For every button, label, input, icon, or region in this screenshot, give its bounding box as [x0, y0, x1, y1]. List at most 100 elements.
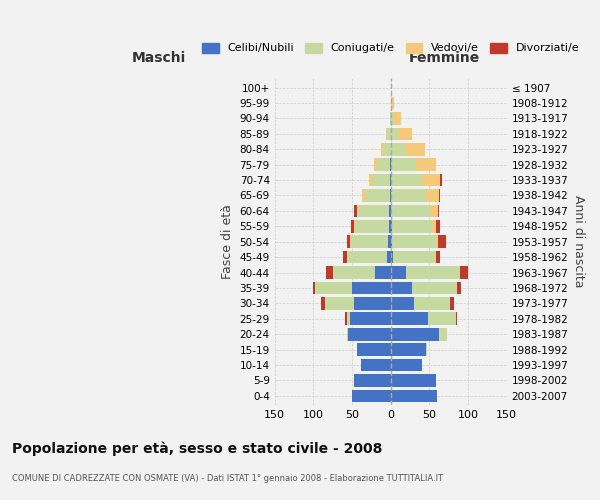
Bar — [390, 189, 391, 202]
Bar — [389, 220, 391, 232]
Bar — [391, 96, 394, 110]
Bar — [345, 312, 347, 325]
Bar — [391, 220, 392, 232]
Bar — [348, 328, 391, 340]
Bar — [358, 204, 389, 217]
Bar — [353, 297, 391, 310]
Bar — [347, 328, 348, 340]
Bar — [391, 204, 430, 217]
Bar — [315, 282, 352, 294]
Bar — [343, 251, 347, 264]
Bar — [440, 174, 442, 186]
Bar — [347, 236, 350, 248]
Bar — [355, 220, 389, 232]
Bar — [372, 174, 390, 186]
Bar — [391, 251, 393, 264]
Text: Maschi: Maschi — [131, 52, 186, 66]
Bar — [414, 297, 450, 310]
Y-axis label: Fasce di età: Fasce di età — [221, 204, 234, 279]
Bar — [389, 204, 391, 217]
Bar — [390, 112, 391, 124]
Bar — [439, 328, 447, 340]
Bar — [332, 266, 375, 279]
Bar — [391, 174, 422, 186]
Y-axis label: Anni di nascita: Anni di nascita — [572, 196, 585, 288]
Bar — [391, 158, 416, 171]
Bar — [391, 282, 412, 294]
Bar — [426, 344, 427, 356]
Bar — [416, 158, 436, 171]
Bar — [391, 266, 406, 279]
Text: Popolazione per età, sesso e stato civile - 2008: Popolazione per età, sesso e stato civil… — [12, 441, 382, 456]
Bar — [355, 204, 356, 217]
Bar — [450, 297, 454, 310]
Bar — [398, 128, 412, 140]
Bar — [391, 143, 406, 156]
Bar — [406, 143, 425, 156]
Bar — [391, 374, 436, 387]
Bar — [391, 358, 422, 372]
Text: COMUNE DI CADREZZATE CON OSMATE (VA) - Dati ISTAT 1° gennaio 2008 - Elaborazione: COMUNE DI CADREZZATE CON OSMATE (VA) - D… — [12, 474, 443, 483]
Bar — [350, 312, 391, 325]
Bar — [438, 236, 446, 248]
Bar — [394, 112, 401, 124]
Bar — [391, 189, 426, 202]
Bar — [388, 236, 391, 248]
Bar — [383, 143, 391, 156]
Bar — [436, 236, 438, 248]
Bar — [433, 220, 436, 232]
Bar — [387, 128, 391, 140]
Bar — [347, 312, 350, 325]
Bar — [439, 189, 440, 202]
Bar — [438, 204, 439, 217]
Bar — [436, 220, 440, 232]
Text: Femmine: Femmine — [409, 52, 479, 66]
Bar — [391, 236, 392, 248]
Bar — [347, 251, 387, 264]
Bar — [460, 266, 468, 279]
Bar — [390, 158, 391, 171]
Bar — [353, 374, 391, 387]
Bar — [326, 266, 332, 279]
Bar — [361, 358, 391, 372]
Bar — [313, 282, 315, 294]
Bar — [391, 390, 437, 402]
Bar — [391, 328, 439, 340]
Bar — [352, 282, 391, 294]
Bar — [386, 128, 387, 140]
Bar — [382, 143, 383, 156]
Bar — [412, 282, 457, 294]
Bar — [435, 251, 436, 264]
Bar — [392, 236, 436, 248]
Bar — [391, 344, 426, 356]
Bar — [351, 220, 355, 232]
Bar — [392, 220, 433, 232]
Bar — [351, 236, 388, 248]
Bar — [391, 312, 428, 325]
Bar — [387, 251, 391, 264]
Bar — [426, 189, 439, 202]
Bar — [391, 112, 394, 124]
Bar — [422, 174, 440, 186]
Bar — [436, 251, 440, 264]
Bar — [374, 158, 377, 171]
Bar — [430, 204, 438, 217]
Bar — [350, 236, 351, 248]
Bar — [390, 174, 391, 186]
Bar — [365, 189, 390, 202]
Bar — [377, 158, 390, 171]
Bar — [362, 189, 365, 202]
Bar — [325, 297, 353, 310]
Legend: Celibi/Nubili, Coniugati/e, Vedovi/e, Divorziati/e: Celibi/Nubili, Coniugati/e, Vedovi/e, Di… — [197, 38, 584, 58]
Bar — [375, 266, 391, 279]
Bar — [391, 297, 414, 310]
Bar — [321, 297, 325, 310]
Bar — [356, 204, 358, 217]
Bar — [391, 128, 398, 140]
Bar — [393, 251, 435, 264]
Bar — [457, 282, 461, 294]
Bar — [369, 174, 372, 186]
Bar — [358, 344, 391, 356]
Bar — [428, 312, 457, 325]
Bar — [352, 390, 391, 402]
